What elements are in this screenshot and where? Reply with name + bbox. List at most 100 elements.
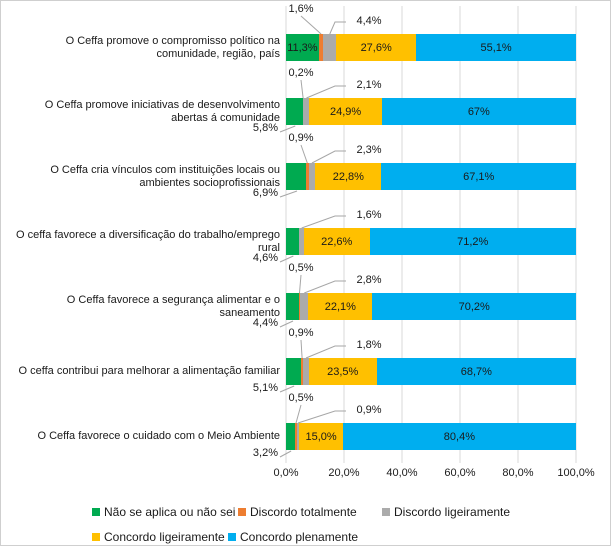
- data-label-inside: 71,2%: [457, 235, 489, 248]
- data-label-inside: 22,1%: [324, 300, 356, 313]
- legend-swatch-icon: [238, 508, 246, 516]
- category-label: O Ceffa favorece o cuidado com o Meio Am…: [37, 430, 280, 442]
- bar-segment-4: [309, 98, 382, 125]
- data-label-callout: 0,9%: [288, 327, 314, 339]
- bar-segment-1: [286, 163, 306, 190]
- leader-line: [279, 385, 295, 393]
- data-label-inside: 55,1%: [480, 41, 512, 54]
- data-label-callout: 6,9%: [252, 187, 278, 199]
- data-label-callout: 1,6%: [356, 209, 382, 221]
- data-label-callout: 0,2%: [288, 67, 314, 79]
- bar-segment-3: [323, 34, 337, 61]
- legend-label: Concordo plenamente: [240, 530, 359, 544]
- leader-line: [300, 144, 308, 164]
- legend-item: Discordo ligeiramente: [382, 505, 510, 519]
- data-label-callout: 1,6%: [288, 3, 314, 15]
- bar-segment-5: [416, 34, 576, 61]
- bar-segment-2: [318, 34, 324, 61]
- data-label-callout: 2,8%: [356, 274, 382, 286]
- data-label-callout: 5,8%: [252, 122, 278, 134]
- bar-segment-5: [381, 163, 576, 190]
- bar-segment-5: [376, 358, 576, 385]
- leader-line: [329, 21, 346, 35]
- bar-segment-4: [315, 163, 382, 190]
- data-label-callout: 0,5%: [288, 262, 314, 274]
- legend-label: Não se aplica ou não sei: [104, 505, 236, 519]
- data-label-inside: 15,0%: [305, 430, 337, 443]
- data-label-callout: 0,5%: [288, 392, 314, 404]
- bar-segment-1: [286, 98, 303, 125]
- data-label-inside: 11,3%: [287, 41, 318, 54]
- data-label-callout: 0,9%: [288, 132, 314, 144]
- data-label-callout: 2,1%: [356, 79, 382, 91]
- bar-segment-3: [308, 163, 316, 190]
- leader-line: [279, 320, 294, 328]
- leader-line: [301, 215, 346, 229]
- category-label: O Ceffa promove o compromisso político n…: [65, 34, 280, 60]
- x-tick-label: 60,0%: [444, 467, 476, 479]
- bar-segment-4: [308, 293, 373, 320]
- legend-label: Discordo ligeiramente: [394, 505, 511, 519]
- data-label-inside: 22,8%: [332, 170, 364, 183]
- legend-label: Discordo totalmente: [250, 505, 357, 519]
- data-label-inside: 68,7%: [460, 365, 492, 378]
- leader-line: [298, 274, 302, 294]
- bar-segment-3: [296, 423, 300, 450]
- legend-swatch-icon: [92, 533, 100, 541]
- leader-line: [306, 85, 346, 99]
- leader-line: [295, 404, 302, 424]
- bar-segment-1: [286, 34, 319, 61]
- bar-segment-2: [295, 423, 297, 450]
- x-tick-label: 100,0%: [557, 467, 595, 479]
- bar-segment-3: [300, 293, 309, 320]
- leader-line: [300, 15, 322, 35]
- bar-segment-4: [299, 423, 343, 450]
- category-label: O ceffa favorece a diversificação do tra…: [16, 228, 280, 254]
- leader-line: [279, 190, 298, 198]
- legend-item: Discordo totalmente: [238, 505, 357, 519]
- x-tick-label: 20,0%: [328, 467, 360, 479]
- x-tick-label: 40,0%: [386, 467, 418, 479]
- legend-item: Não se aplica ou não sei: [92, 505, 235, 519]
- bar-segment-4: [303, 228, 370, 255]
- leader-line: [279, 450, 292, 458]
- data-label-inside: 80,4%: [443, 430, 475, 443]
- legend-item: Concordo plenamente: [228, 530, 358, 544]
- bar-segment-2: [300, 358, 304, 385]
- data-label-callout: 0,9%: [356, 404, 382, 416]
- bar-segment-3: [303, 98, 310, 125]
- leader-line: [279, 125, 296, 133]
- data-label-callout: 4,4%: [252, 317, 278, 329]
- bar-segment-4: [336, 34, 417, 61]
- bar-segment-1: [286, 423, 296, 450]
- leader-line: [305, 345, 346, 359]
- leader-line: [279, 255, 294, 263]
- legend-item: Concordo ligeiramente: [92, 530, 225, 544]
- leader-line: [300, 79, 304, 99]
- data-label-callout: 3,2%: [252, 447, 278, 459]
- data-label-callout: 5,1%: [252, 382, 278, 394]
- leader-line: [304, 280, 346, 294]
- bar-segment-3: [299, 228, 304, 255]
- leader-line: [311, 150, 346, 164]
- data-label-inside: 22,6%: [321, 235, 353, 248]
- bar-segment-1: [286, 228, 300, 255]
- legend-swatch-icon: [228, 533, 236, 541]
- data-label-callout: 1,8%: [356, 339, 382, 351]
- legend-swatch-icon: [382, 508, 390, 516]
- bar-segment-2: [306, 163, 309, 190]
- data-label-inside: 24,9%: [329, 105, 362, 118]
- x-tick-label: 80,0%: [502, 467, 534, 479]
- x-tick-label: 0,0%: [273, 467, 299, 479]
- legend-label: Concordo ligeiramente: [104, 530, 225, 544]
- bar-segment-5: [342, 423, 576, 450]
- legend-swatch-icon: [92, 508, 100, 516]
- data-label-callout: 4,4%: [356, 15, 382, 27]
- bar-segment-5: [381, 98, 576, 125]
- data-label-inside: 67,1%: [463, 170, 495, 183]
- category-label: O ceffa contribui para melhorar a alimen…: [18, 365, 280, 377]
- leader-line: [297, 410, 346, 424]
- bar-segment-2: [298, 293, 301, 320]
- category-label: O Ceffa promove iniciativas de desenvolv…: [44, 98, 280, 124]
